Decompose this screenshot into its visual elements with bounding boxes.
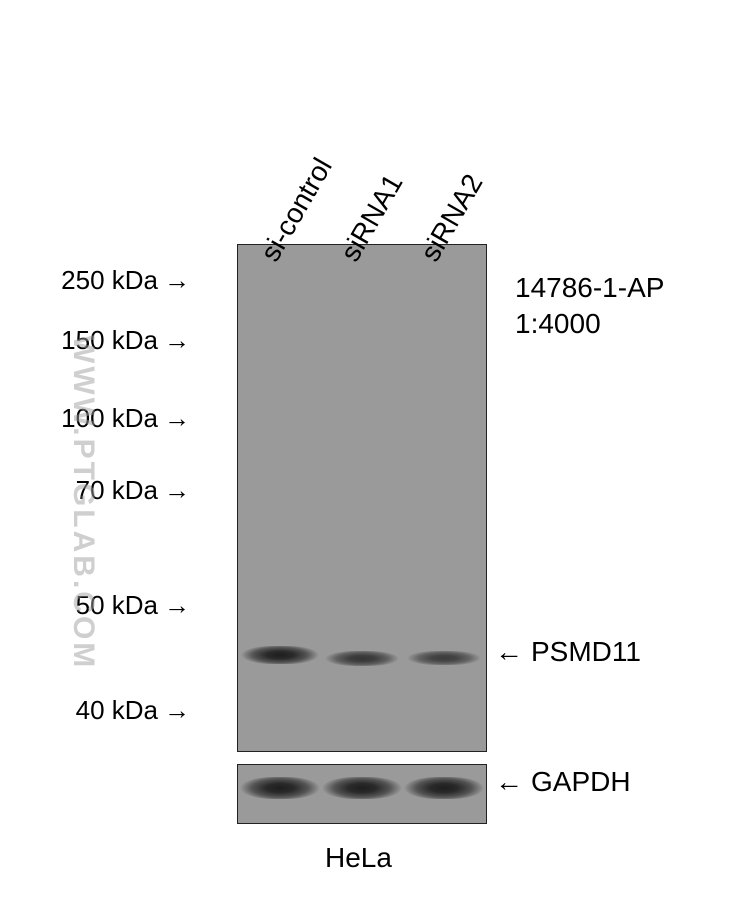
mw-marker-label: 150 kDa→ — [30, 325, 190, 356]
blot-band — [325, 651, 399, 666]
western-blot-figure: 250 kDa→ 150 kDa→ 100 kDa→ 70 kDa→ 50 kDa→ 40… — [0, 0, 747, 903]
mw-marker-label: 40 kDa→ — [30, 695, 190, 726]
blot-band — [241, 646, 319, 664]
antibody-dilution: 1:4000 — [515, 308, 601, 340]
watermark-text: WWW.PTGLAB.COM — [66, 335, 100, 670]
mw-marker-label: 70 kDa→ — [30, 475, 190, 506]
blot-band — [322, 777, 402, 799]
band-annotation: ←GAPDH — [495, 766, 631, 798]
cell-line-label: HeLa — [325, 842, 392, 874]
band-annotation: ←PSMD11 — [495, 636, 641, 668]
blot-band — [240, 777, 320, 799]
mw-marker-label: 250 kDa→ — [30, 265, 190, 296]
antibody-id: 14786-1-AP — [515, 272, 664, 304]
blot-membrane-main — [237, 244, 487, 752]
blot-band — [404, 777, 484, 799]
mw-marker-label: 50 kDa→ — [30, 590, 190, 621]
blot-band — [407, 651, 481, 665]
mw-marker-label: 100 kDa→ — [30, 403, 190, 434]
